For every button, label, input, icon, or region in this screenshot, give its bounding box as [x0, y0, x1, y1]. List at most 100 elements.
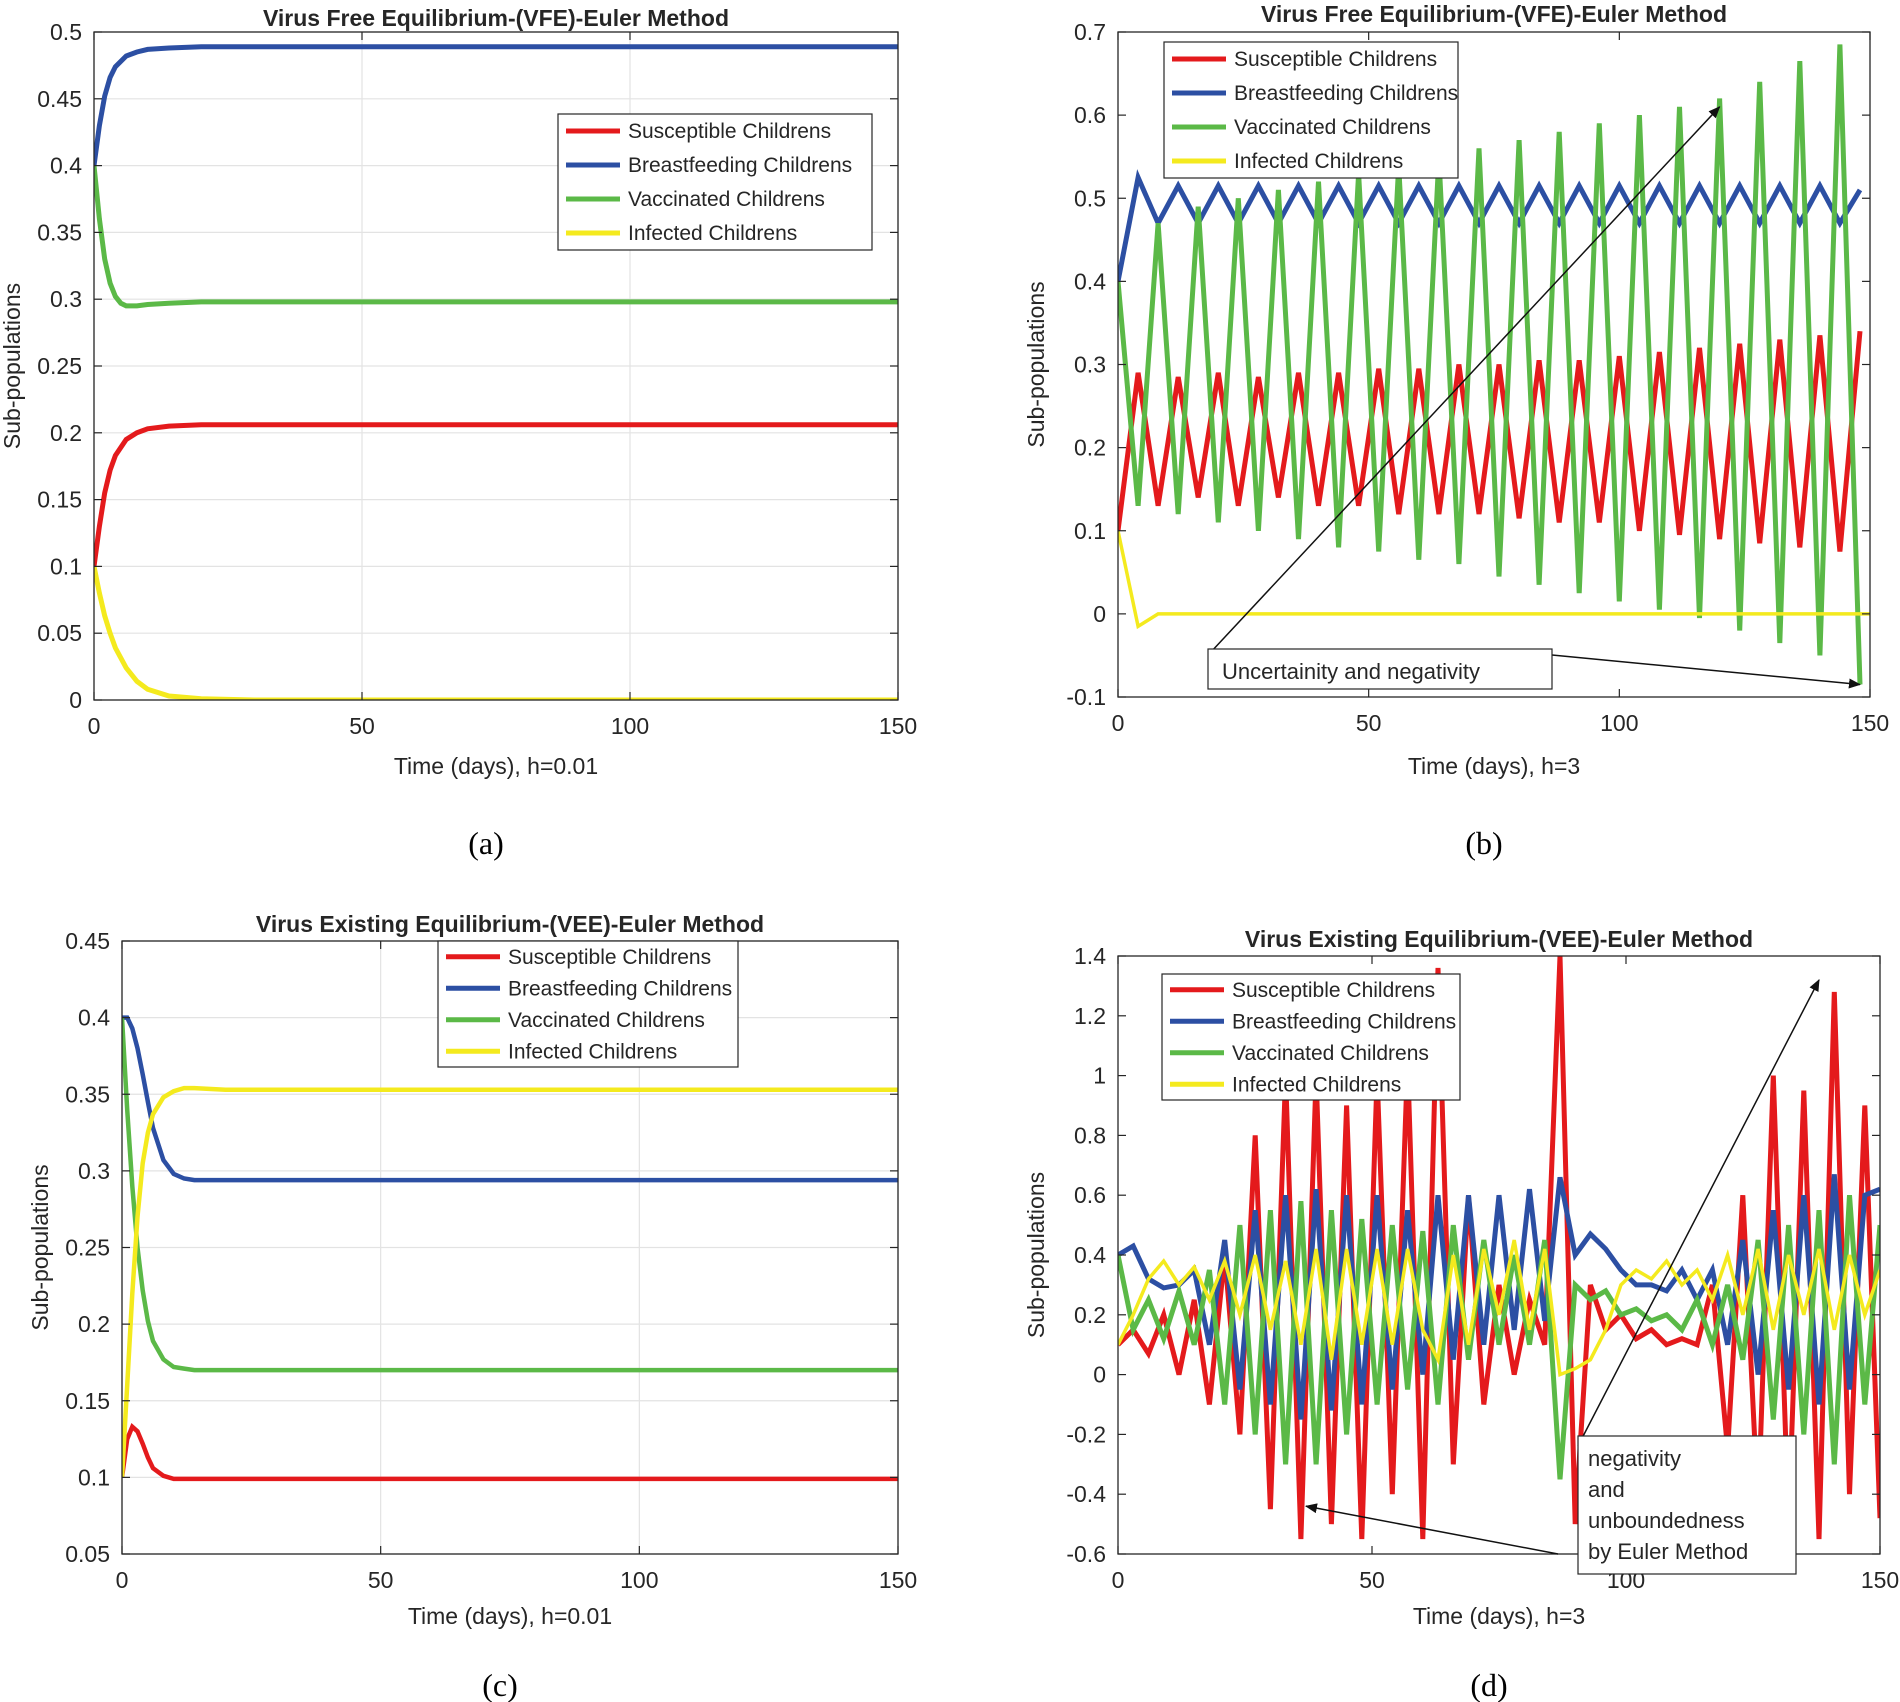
- chart-panel-c: 0 50 100 150 0.05 0.1 0.15 0.2 0.25 0.3 0.35 0.4 0.4…: [27, 911, 917, 1702]
- x-tick-label: 50: [1359, 1567, 1385, 1593]
- series-line-vaccinated: [122, 1017, 898, 1373]
- legend-entry-vaccinated: Vaccinated Childrens: [508, 1009, 705, 1032]
- y-tick-label: 0.15: [65, 1388, 110, 1414]
- y-tick-label: 0.2: [1074, 1302, 1106, 1328]
- legend-entry-vaccinated: Vaccinated Childrens: [1234, 116, 1431, 139]
- y-tick-label: 0.6: [1074, 1182, 1106, 1208]
- annotation: Uncertainity and negativity: [1207, 106, 1861, 690]
- y-tick-label: 0.8: [1074, 1122, 1106, 1148]
- legend-entry-breastfeeding: Breastfeeding Childrens: [508, 977, 732, 1000]
- y-tick-label: 0.4: [50, 153, 82, 179]
- x-tick-label: 100: [620, 1567, 658, 1593]
- x-axis-label: Time (days), h=0.01: [408, 1603, 612, 1629]
- y-tick-label: -0.1: [1066, 684, 1106, 710]
- y-tick-label: 0: [69, 687, 82, 713]
- x-axis-label: Time (days), h=3: [1408, 753, 1580, 779]
- x-tick-label: 150: [879, 1567, 917, 1593]
- panel-caption: (a): [468, 825, 504, 861]
- y-tick-label: 0.25: [65, 1235, 110, 1261]
- legend: Susceptible Childrens Breastfeeding Child…: [437, 940, 739, 1068]
- y-tick-label: 0.2: [78, 1311, 110, 1337]
- series-line-susceptible: [94, 422, 898, 567]
- y-tick-label: 0.45: [37, 86, 82, 112]
- chart-title: Virus Free Equilibrium-(VFE)-Euler Metho…: [263, 5, 729, 31]
- legend-entry-vaccinated: Vaccinated Childrens: [1232, 1042, 1429, 1065]
- x-tick-label: 50: [1356, 710, 1382, 736]
- x-tick-label: 50: [368, 1567, 394, 1593]
- annotation-text-line: unboundedness: [1588, 1508, 1745, 1533]
- y-tick-label: 0.3: [50, 286, 82, 312]
- x-axis-label: Time (days), h=3: [1413, 1603, 1585, 1629]
- y-axis-label: Sub-populations: [0, 283, 25, 449]
- y-tick-label: 0.45: [65, 928, 110, 954]
- legend-entry-susceptible: Susceptible Childrens: [628, 120, 831, 143]
- legend-entry-infected: Infected Childrens: [508, 1040, 677, 1063]
- chart-title: Virus Existing Equilibrium-(VEE)-Euler M…: [256, 911, 764, 937]
- series-line-breastfeeding: [1118, 1174, 1880, 1420]
- series-line-susceptible: [1118, 330, 1863, 552]
- legend-entry-infected: Infected Childrens: [628, 222, 797, 245]
- y-tick-label: 1.2: [1074, 1003, 1106, 1029]
- series-line-breastfeeding: [94, 44, 898, 166]
- annotation-text: Uncertainity and negativity: [1222, 659, 1480, 684]
- y-tick-label: 0.3: [1074, 352, 1106, 378]
- chart-panel-b: 0 50 100 150-0.100.10.20.30.40.50.60.7Virus…: [1023, 1, 1889, 861]
- legend-entry-susceptible: Susceptible Childrens: [508, 946, 711, 969]
- x-tick-label: 150: [879, 713, 917, 739]
- series-line-infected: [94, 565, 898, 700]
- x-tick-label: 0: [88, 713, 101, 739]
- y-tick-label: 0.25: [37, 353, 82, 379]
- x-tick-label: 100: [1600, 710, 1638, 736]
- y-tick-label: 0.6: [1074, 102, 1106, 128]
- panel-caption: (d): [1470, 1667, 1507, 1702]
- y-tick-label: 0.5: [1074, 185, 1106, 211]
- y-tick-label: -0.2: [1066, 1421, 1106, 1447]
- series-line-infected: [1118, 1239, 1880, 1378]
- chart-panel-d: 0 50 100 150-0.6-0.4-0.200.20.40.60.811.21.…: [1023, 926, 1899, 1702]
- x-axis-label: Time (days), h=0.01: [394, 753, 598, 779]
- x-tick-label: 100: [611, 713, 649, 739]
- series-line-infected: [122, 1085, 898, 1478]
- x-tick-label: 0: [1112, 710, 1125, 736]
- series-line-infected: [1118, 530, 1870, 630]
- y-tick-label: 0.05: [65, 1541, 110, 1567]
- y-tick-label: 0.35: [65, 1081, 110, 1107]
- y-tick-label: 0.4: [1074, 1242, 1106, 1268]
- chart-title: Virus Free Equilibrium-(VFE)-Euler Metho…: [1261, 1, 1727, 27]
- y-tick-label: 0.5: [50, 19, 82, 45]
- x-tick-label: 0: [1112, 1567, 1125, 1593]
- annotation-arrow: [1551, 654, 1861, 689]
- y-tick-label: 0.1: [78, 1464, 110, 1490]
- panel-caption: (c): [482, 1667, 518, 1702]
- y-tick-label: 0.05: [37, 620, 82, 646]
- y-tick-label: 0.7: [1074, 19, 1106, 45]
- y-tick-label: 0: [1093, 1362, 1106, 1388]
- annotation-arrow: [1304, 1503, 1559, 1555]
- series-line-susceptible: [122, 1423, 898, 1482]
- annotation-arrow: [1577, 979, 1820, 1447]
- y-tick-label: 0.35: [37, 219, 82, 245]
- legend-box: [1163, 41, 1459, 179]
- y-tick-label: 0.4: [78, 1005, 110, 1031]
- legend-box: [437, 940, 739, 1068]
- y-tick-label: 0.3: [78, 1158, 110, 1184]
- annotation: negativity and unboundedness by Euler Metho…: [1304, 979, 1820, 1575]
- legend-entry-breastfeeding: Breastfeeding Childrens: [1232, 1010, 1456, 1033]
- y-tick-label: 1: [1093, 1063, 1106, 1089]
- series-line-breastfeeding: [122, 1015, 898, 1183]
- legend-entry-vaccinated: Vaccinated Childrens: [628, 188, 825, 211]
- y-axis-label: Sub-populations: [27, 1164, 53, 1330]
- legend-entry-infected: Infected Childrens: [1234, 150, 1403, 173]
- series-line-vaccinated: [94, 165, 898, 309]
- legend-entry-susceptible: Susceptible Childrens: [1234, 48, 1437, 71]
- legend-box: [557, 113, 873, 251]
- annotation-text-line: and: [1588, 1477, 1625, 1502]
- legend: Susceptible Childrens Breastfeeding Child…: [557, 113, 873, 251]
- y-tick-label: 0.1: [50, 553, 82, 579]
- panel-caption: (b): [1465, 825, 1502, 861]
- x-tick-label: 0: [116, 1567, 129, 1593]
- y-tick-label: 0.15: [37, 487, 82, 513]
- x-tick-label: 150: [1851, 710, 1889, 736]
- y-axis-label: Sub-populations: [1023, 1172, 1049, 1338]
